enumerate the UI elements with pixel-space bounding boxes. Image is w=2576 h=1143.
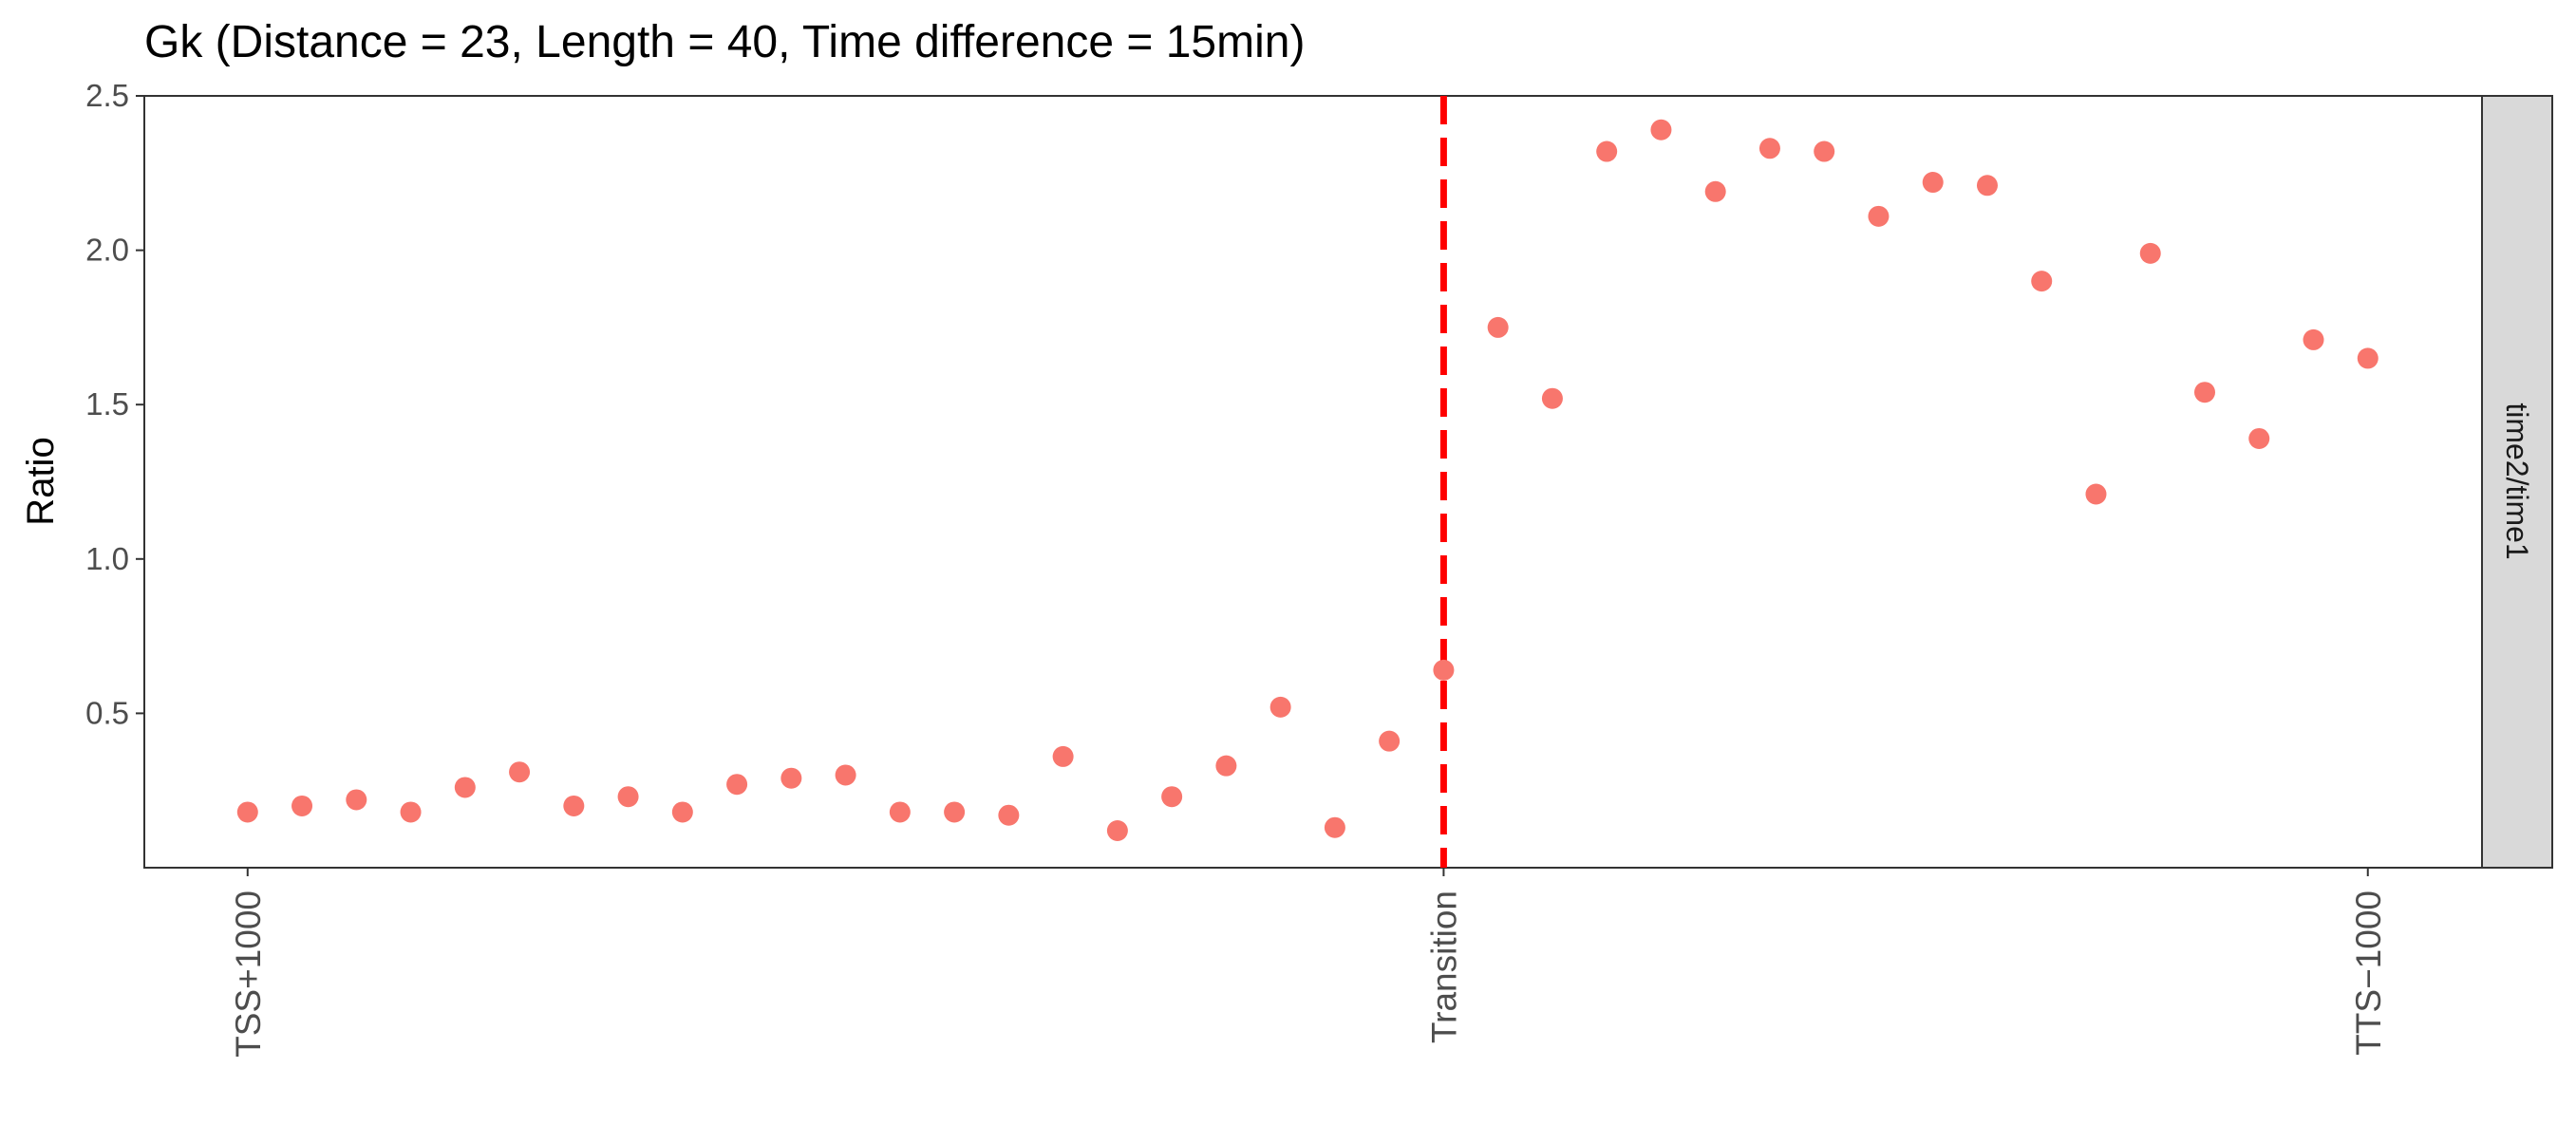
plot-panel: [143, 95, 2483, 869]
data-point: [1814, 141, 1835, 162]
x-tick-label: TSS+1000: [229, 890, 268, 1058]
facet-strip: [2481, 95, 2553, 869]
data-point: [1487, 316, 1509, 338]
data-point: [1269, 696, 1291, 718]
data-point: [2193, 382, 2215, 403]
data-point: [563, 795, 585, 816]
data-point: [1758, 138, 1780, 159]
data-point: [671, 801, 693, 823]
data-point: [1052, 745, 1074, 767]
data-point: [2357, 347, 2379, 369]
data-point: [617, 786, 639, 808]
x-tick-label: TTS−1000: [2349, 890, 2388, 1056]
y-axis-label: Ratio: [20, 437, 62, 525]
data-point: [509, 761, 531, 783]
y-tick-label: 1.0: [85, 541, 129, 576]
data-point: [780, 767, 802, 789]
data-point: [1379, 730, 1401, 752]
data-point: [2248, 427, 2270, 449]
facet-strip-label: time2/time1: [2500, 403, 2534, 559]
y-tick-label: 2.0: [85, 233, 129, 268]
data-point: [1106, 819, 1128, 841]
x-axis: TSS+1000 Transition TTS−1000: [229, 868, 2388, 1058]
data-points: [236, 119, 2379, 841]
data-point: [2031, 271, 2053, 292]
data-point: [726, 774, 748, 796]
data-point: [1596, 141, 1618, 162]
data-point: [889, 801, 911, 823]
data-point: [454, 777, 476, 798]
data-point: [1433, 659, 1455, 681]
data-point: [835, 764, 856, 786]
x-tick-label: Transition: [1424, 890, 1463, 1043]
data-point: [1161, 786, 1183, 808]
data-point: [236, 801, 258, 823]
data-point: [400, 801, 422, 823]
y-tick-label: 2.5: [85, 78, 129, 113]
data-point: [346, 789, 367, 811]
y-tick-label: 0.5: [85, 695, 129, 730]
data-point: [1868, 205, 1890, 227]
y-tick-label: 1.5: [85, 386, 129, 422]
data-point: [1922, 172, 1944, 194]
data-point: [2085, 483, 2107, 505]
data-point: [998, 804, 1020, 826]
data-point: [2139, 242, 2161, 264]
chart-title: Gk (Distance = 23, Length = 40, Time dif…: [144, 17, 1305, 67]
data-point: [291, 795, 313, 816]
data-point: [1215, 755, 1237, 777]
y-axis: 0.5 1.0 1.5 2.0 2.5: [85, 78, 144, 730]
data-point: [2303, 328, 2324, 350]
data-point: [944, 801, 966, 823]
data-point: [1541, 387, 1563, 409]
data-point: [1324, 816, 1345, 838]
data-point: [1976, 175, 1998, 197]
data-point: [1704, 180, 1726, 202]
data-point: [1650, 119, 1672, 141]
